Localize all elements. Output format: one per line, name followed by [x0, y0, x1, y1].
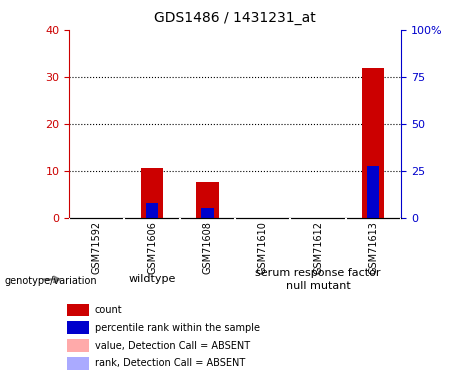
- Bar: [67, 321, 89, 334]
- Text: GSM71610: GSM71610: [258, 221, 268, 274]
- Bar: [146, 203, 158, 217]
- Title: GDS1486 / 1431231_at: GDS1486 / 1431231_at: [154, 11, 316, 25]
- Text: GSM71592: GSM71592: [92, 221, 102, 274]
- Text: GSM71608: GSM71608: [202, 221, 213, 274]
- Bar: [141, 168, 163, 217]
- Bar: [67, 357, 89, 370]
- Text: value, Detection Call = ABSENT: value, Detection Call = ABSENT: [95, 340, 249, 351]
- Bar: [201, 208, 213, 218]
- Text: rank, Detection Call = ABSENT: rank, Detection Call = ABSENT: [95, 358, 245, 368]
- Bar: [67, 304, 89, 316]
- Bar: [367, 166, 379, 218]
- Bar: [196, 182, 219, 218]
- Text: GSM71613: GSM71613: [368, 221, 378, 274]
- Bar: [67, 339, 89, 352]
- Bar: [362, 68, 384, 218]
- Text: count: count: [95, 305, 122, 315]
- Text: genotype/variation: genotype/variation: [5, 276, 97, 285]
- Text: percentile rank within the sample: percentile rank within the sample: [95, 323, 260, 333]
- Text: GSM71606: GSM71606: [147, 221, 157, 274]
- Text: wildtype: wildtype: [129, 274, 176, 284]
- Text: serum response factor
null mutant: serum response factor null mutant: [255, 268, 381, 291]
- Text: GSM71612: GSM71612: [313, 221, 323, 274]
